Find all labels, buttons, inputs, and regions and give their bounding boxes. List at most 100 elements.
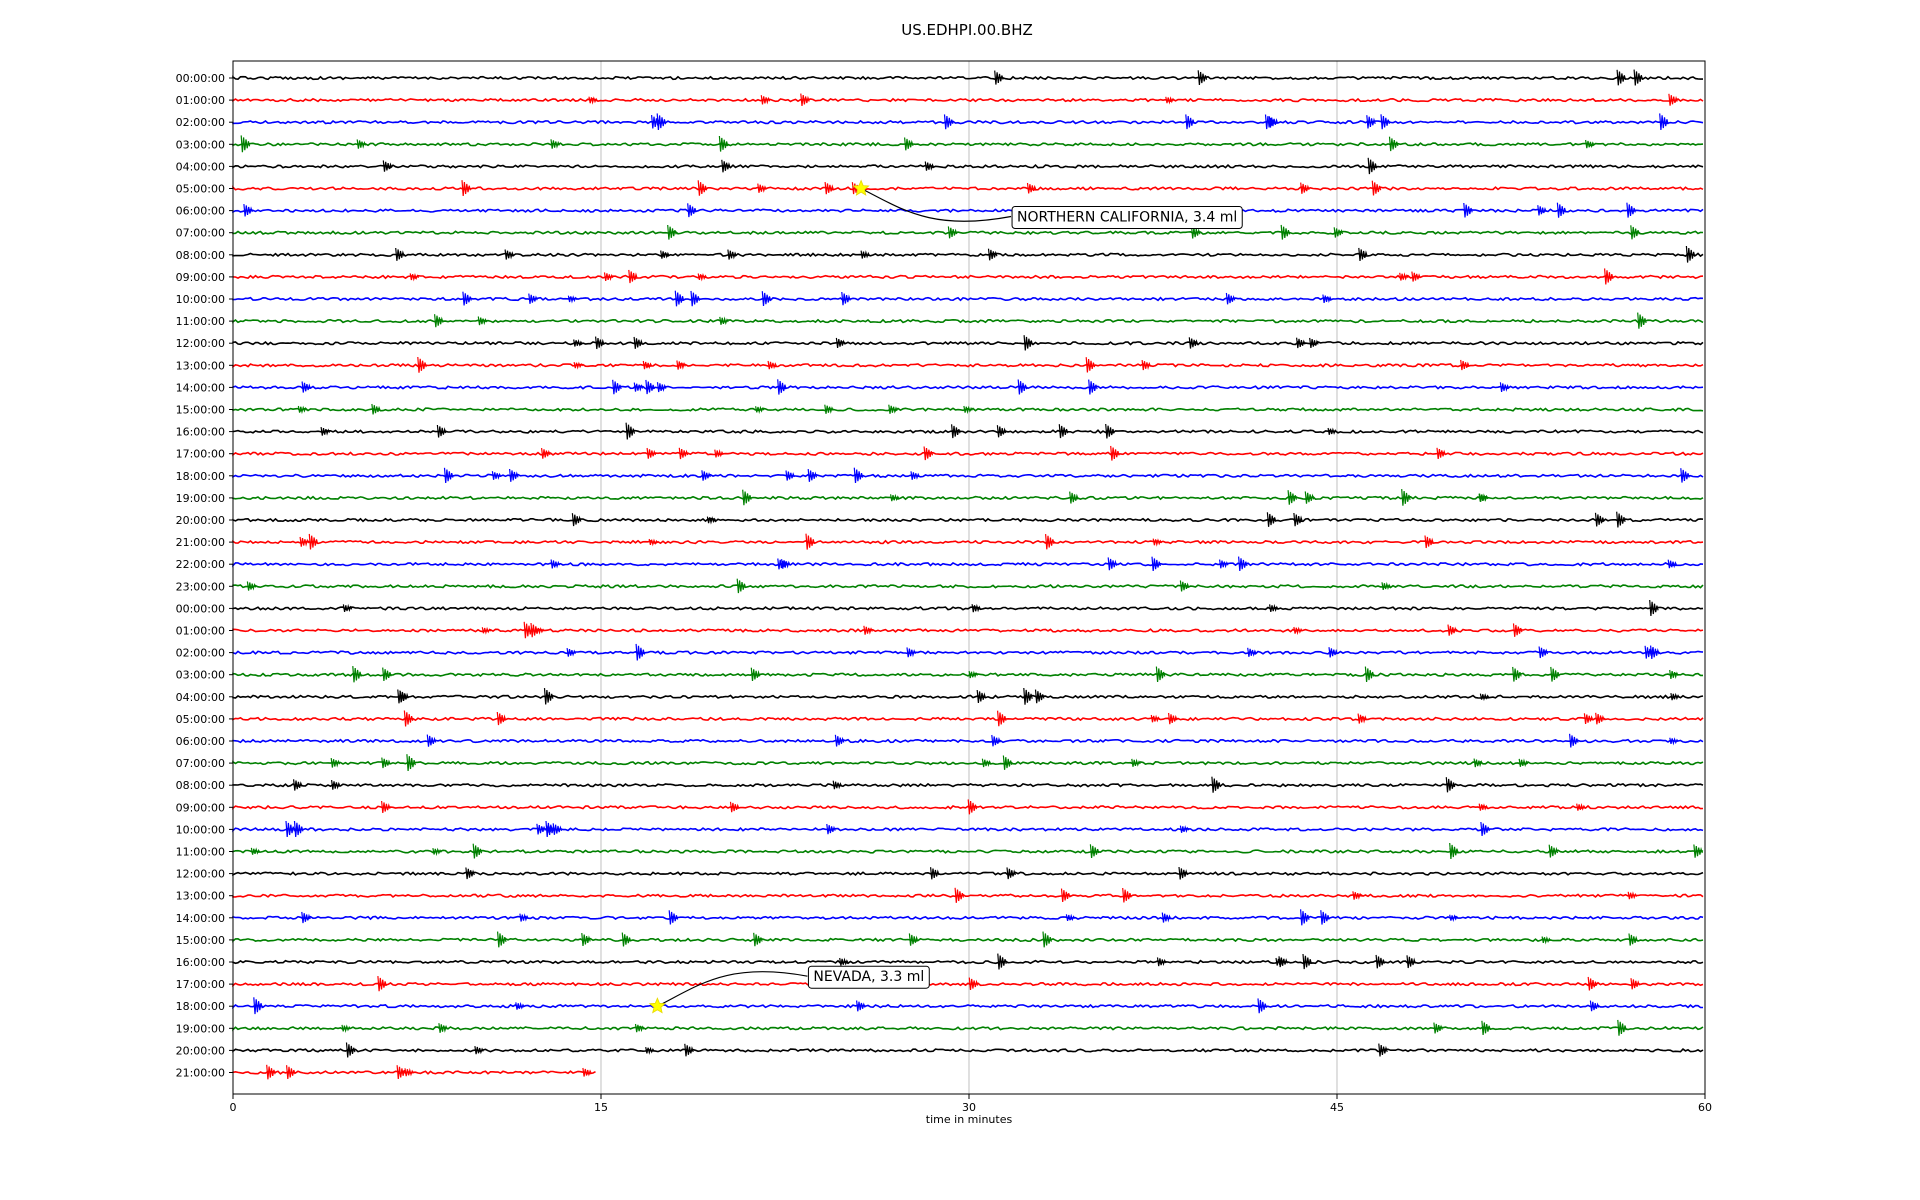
trace-burst — [1406, 955, 1416, 969]
trace-burst — [1380, 114, 1390, 130]
trace-burst — [395, 247, 405, 261]
trace-burst — [981, 758, 992, 768]
trace-burst — [1411, 271, 1421, 282]
trace-burst — [1630, 225, 1640, 240]
trace-burst — [824, 404, 834, 414]
trace-burst — [1042, 931, 1052, 948]
trace-burst — [301, 911, 311, 924]
trace-burst — [515, 1001, 525, 1010]
trace-burst — [761, 291, 772, 306]
trace-burst — [714, 449, 724, 458]
trace-burst — [382, 160, 393, 172]
trace-burst — [1449, 847, 1459, 855]
trace-burst — [404, 1067, 414, 1077]
trace-burst — [625, 422, 636, 440]
trace-burst — [581, 933, 591, 946]
trace-burst — [645, 379, 655, 395]
trace-burst — [443, 467, 454, 484]
trace-burst — [1669, 669, 1679, 679]
trace-burst — [491, 471, 502, 480]
trace-burst — [1105, 423, 1115, 439]
trace-burst — [545, 820, 555, 837]
trace-burst — [968, 670, 979, 679]
trace-burst — [341, 1024, 351, 1033]
trace-burst — [266, 1064, 276, 1080]
trace-burst — [1357, 713, 1368, 724]
trace-burst — [1630, 978, 1640, 990]
trace-burst — [496, 711, 507, 726]
row-label: 01:00:00 — [176, 625, 225, 638]
trace-burst — [1576, 803, 1586, 811]
trace-burst — [1381, 581, 1391, 591]
trace-burst — [760, 95, 771, 105]
trace-burst — [1161, 912, 1172, 923]
trace-burst — [1211, 776, 1221, 793]
trace-burst — [409, 273, 420, 282]
trace-burst — [805, 533, 815, 550]
trace-burst — [1006, 867, 1016, 880]
trace-burst — [1045, 534, 1055, 550]
trace-burst — [645, 1046, 655, 1055]
trace-burst — [976, 689, 987, 703]
trace-burst — [1463, 202, 1473, 218]
trace-row — [232, 539, 1704, 545]
trace-row — [232, 1026, 1704, 1032]
trace-row — [232, 981, 1704, 988]
trace-burst — [582, 1067, 592, 1077]
trace-burst — [1017, 379, 1028, 395]
trace-burst — [1300, 182, 1310, 194]
trace-burst — [1179, 580, 1190, 592]
trace-row — [232, 826, 1704, 833]
trace-burst — [826, 823, 836, 835]
trace-burst — [674, 290, 685, 307]
trace-burst — [947, 226, 958, 239]
trace-row — [232, 495, 1704, 501]
trace-burst — [1670, 692, 1680, 701]
trace-burst — [1179, 825, 1190, 833]
trace-burst — [890, 493, 900, 502]
trace-burst — [633, 382, 644, 392]
trace-burst — [1257, 998, 1267, 1014]
trace-burst — [930, 867, 940, 880]
trace-burst — [1026, 182, 1037, 194]
trace-burst — [1512, 666, 1522, 682]
trace-burst — [330, 758, 341, 768]
row-label: 15:00:00 — [176, 934, 225, 947]
trace-burst — [1300, 909, 1310, 926]
trace-burst — [588, 96, 598, 105]
trace-burst — [800, 93, 810, 106]
trace-burst — [736, 578, 747, 594]
trace-burst — [1088, 379, 1098, 395]
trace-burst — [550, 139, 560, 149]
trace-burst — [697, 273, 708, 282]
trace-burst — [633, 336, 644, 349]
trace-burst — [660, 250, 670, 259]
trace-burst — [997, 953, 1007, 970]
trace-burst — [1628, 933, 1638, 946]
trace-burst — [1667, 559, 1678, 569]
row-label: 19:00:00 — [176, 492, 225, 505]
trace-burst — [612, 379, 622, 395]
trace-row — [232, 75, 1703, 81]
trace-burst — [1499, 382, 1510, 392]
trace-burst — [381, 800, 391, 813]
trace-burst — [684, 1043, 694, 1057]
trace-row — [232, 119, 1704, 125]
row-label: 00:00:00 — [176, 602, 225, 615]
trace-burst — [1644, 645, 1655, 659]
trace-burst — [1399, 272, 1409, 281]
trace-burst — [406, 754, 416, 772]
trace-burst — [417, 356, 427, 373]
trace-row — [232, 650, 1704, 655]
event-star-marker — [648, 997, 666, 1014]
row-label: 04:00:00 — [176, 160, 225, 173]
trace-burst — [552, 823, 563, 835]
trace-burst — [1131, 758, 1141, 767]
trace-burst — [1512, 623, 1523, 637]
row-label: 20:00:00 — [176, 514, 225, 527]
trace-burst — [1034, 689, 1045, 704]
trace-row — [232, 163, 1704, 169]
trace-burst — [1287, 490, 1298, 505]
trace-burst — [1650, 645, 1660, 659]
row-label: 22:00:00 — [176, 558, 225, 571]
